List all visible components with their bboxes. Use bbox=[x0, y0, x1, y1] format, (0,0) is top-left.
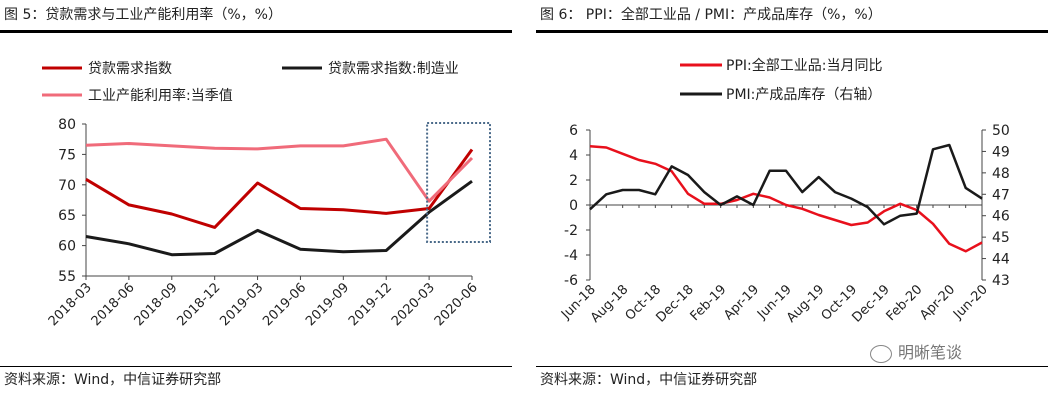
y-tick-label: 80 bbox=[58, 117, 76, 133]
x-tick-label: 2020-03 bbox=[389, 280, 438, 329]
y-tick-label-left: -4 bbox=[564, 248, 578, 264]
x-tick-label: 2019-06 bbox=[260, 280, 309, 329]
y-tick-label-right: 44 bbox=[992, 252, 1010, 268]
watermark-text: 明晰笔谈 bbox=[898, 343, 963, 362]
y-tick-label-right: 48 bbox=[992, 166, 1010, 182]
y-tick-label-left: -6 bbox=[564, 273, 578, 289]
y-tick-label-left: 0 bbox=[569, 198, 578, 214]
highlight-box bbox=[426, 122, 492, 243]
figure5-chart: 贷款需求指数 贷款需求指数:制造业工业产能利用率:当季值8075706560552… bbox=[42, 61, 492, 329]
series-line-1 bbox=[589, 145, 983, 253]
x-tick-label: 2019-09 bbox=[303, 280, 352, 329]
legend-label-1: 贷款需求指数 bbox=[88, 61, 172, 77]
y-tick-label-right: 49 bbox=[992, 144, 1010, 160]
legend-label-3: 工业产能利用率:当季值 bbox=[88, 87, 233, 104]
x-tick-label: 2018-12 bbox=[174, 280, 223, 329]
x-tick-label: Apr-20 bbox=[917, 282, 958, 323]
y-tick-label-right: 50 bbox=[992, 123, 1010, 139]
series-line-3 bbox=[85, 137, 474, 203]
figure6-panel: 图 6： PPI：全部工业品 / PMI：产成品库存（%，%） PPI:全部工业… bbox=[536, 0, 1048, 400]
wechat-icon bbox=[870, 344, 892, 363]
y-tick-label-left: 4 bbox=[569, 148, 578, 164]
legend-label-2: 贷款需求指数:制造业 bbox=[328, 61, 459, 77]
x-tick-label: Feb-20 bbox=[884, 282, 926, 324]
y-tick-label-right: 46 bbox=[992, 209, 1010, 225]
x-tick-label: 2018-03 bbox=[46, 280, 95, 329]
figure6-title: 图 6： PPI：全部工业品 / PMI：产成品库存（%，%） bbox=[536, 0, 1048, 33]
figure5-title: 图 5：贷款需求与工业产能利用率（%，%） bbox=[0, 0, 512, 33]
y-tick-label: 65 bbox=[58, 208, 76, 224]
x-tick-label: 2020-06 bbox=[432, 280, 481, 329]
x-tick-label: 2019-12 bbox=[346, 280, 395, 329]
y-tick-label: 70 bbox=[58, 178, 76, 194]
y-tick-label-left: 2 bbox=[569, 173, 578, 189]
x-tick-label: 2018-09 bbox=[132, 280, 181, 329]
x-tick-label: Apr-19 bbox=[721, 282, 762, 323]
legend-label-1: PPI:全部工业品:当月同比 bbox=[726, 57, 882, 74]
y-tick-label: 55 bbox=[58, 269, 76, 285]
figure5-panel: 图 5：贷款需求与工业产能利用率（%，%） 贷款需求指数 贷款需求指数:制造业工业… bbox=[0, 0, 512, 400]
y-tick-label-left: 6 bbox=[569, 123, 578, 139]
x-tick-label: 2019-03 bbox=[217, 280, 266, 329]
y-tick-label-right: 43 bbox=[992, 273, 1010, 289]
watermark: 明晰笔谈 bbox=[870, 340, 1040, 366]
legend-label-2: PMI:产成品库存（右轴） bbox=[726, 87, 881, 103]
figure6-chart: PPI:全部工业品:当月同比 PMI:产成品库存（右轴） 6 4 2 0 -2 -4 -6 50 4… bbox=[558, 57, 1010, 326]
figure6-source: 资料来源：Wind，中信证券研究部 bbox=[536, 366, 1048, 393]
y-tick-label-right: 47 bbox=[992, 187, 1010, 203]
y-tick-label: 75 bbox=[58, 147, 76, 163]
y-tick-label-right: 45 bbox=[992, 230, 1010, 246]
series-line-2 bbox=[589, 143, 983, 226]
series-line-1 bbox=[85, 148, 474, 229]
x-tick-label: 2018-06 bbox=[89, 280, 138, 329]
y-tick-label: 60 bbox=[58, 239, 76, 255]
figure5-source: 资料来源：Wind，中信证券研究部 bbox=[0, 366, 512, 393]
x-tick-label: Jun-20 bbox=[950, 282, 991, 323]
series-line-2 bbox=[85, 179, 473, 257]
y-tick-label-left: -2 bbox=[564, 223, 578, 239]
x-tick-label: Feb-19 bbox=[688, 282, 730, 324]
